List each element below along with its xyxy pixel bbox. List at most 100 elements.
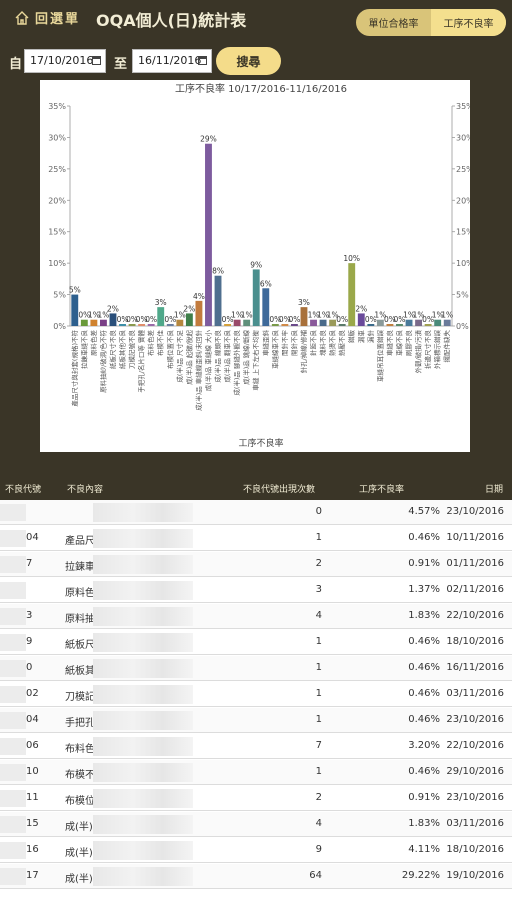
bar-data-label: 4% <box>193 292 205 301</box>
chart-title: 工序不良率 10/17/2016-11/16/2016 <box>175 82 347 95</box>
category-label: 原料色差 <box>89 330 98 357</box>
table-row[interactable]: 11 布模位 2 0.91% 23/10/2016 <box>0 786 512 811</box>
bar-data-label: 1% <box>374 311 386 320</box>
bar-data-label: 1% <box>432 311 444 320</box>
category-label: 針距不良 <box>309 330 318 357</box>
category-label: 錯版 <box>347 330 356 344</box>
y-tick-label-left: 20% <box>48 196 66 205</box>
occurrence-count: 1 <box>315 662 322 673</box>
redacted-area <box>93 633 193 652</box>
redacted-area <box>0 738 26 755</box>
record-date: 03/11/2016 <box>446 818 504 829</box>
defect-code: 15 <box>26 818 39 829</box>
occurrence-count: 4 <box>315 610 322 621</box>
table-row[interactable]: 9 紙板尺 1 0.46% 18/10/2016 <box>0 630 512 655</box>
table-row[interactable]: 02 刀模記 1 0.46% 03/11/2016 <box>0 682 512 707</box>
bar-data-label: 1% <box>403 311 415 320</box>
occurrence-count: 64 <box>309 870 322 881</box>
category-label: 產品尺寸與封套(規格)不符 <box>70 330 79 407</box>
redacted-area <box>93 685 193 704</box>
category-label: 熱壓不良 <box>337 330 346 357</box>
redacted-area <box>93 815 193 834</box>
defect-table: 0 4.57% 23/10/2016 04 產品尺 1 0.46% 10/11/2016 7 拉鍊… <box>0 500 512 900</box>
redacted-area <box>0 556 26 573</box>
record-date: 16/11/2016 <box>446 662 504 673</box>
defect-description: 成(半)品 <box>65 874 103 885</box>
record-date: 02/11/2016 <box>446 584 504 595</box>
defect-description: 布模不 <box>65 770 95 781</box>
bar <box>185 313 193 326</box>
table-row[interactable]: 16 成(半)品 9 4.11% 18/10/2016 <box>0 838 512 863</box>
defect-description: 成(半)品 <box>65 822 103 833</box>
defect-rate: 0.46% <box>408 532 440 543</box>
y-tick-label-right: 5% <box>456 291 469 300</box>
defect-rate: 0.46% <box>408 636 440 647</box>
to-date-input[interactable]: 16/11/2016 <box>132 49 212 73</box>
category-label: 車線不良 <box>394 330 403 357</box>
category-label: 布料色差 <box>146 330 155 357</box>
bar-data-label: 10% <box>343 254 360 263</box>
search-button[interactable]: 搜尋 <box>216 47 281 75</box>
redacted-area <box>0 660 26 677</box>
bar <box>157 307 165 326</box>
category-label: 漏車 <box>356 330 365 344</box>
category-label: 針孔/掉線/修補 <box>299 330 308 374</box>
bar <box>386 324 394 326</box>
x-axis-label: 工序不良率 <box>238 437 283 449</box>
page-title: OQA個人(日)統計表 <box>96 11 247 30</box>
defect-rate: 4.11% <box>408 844 440 855</box>
bar-data-label: 1% <box>413 311 425 320</box>
bar <box>90 319 98 326</box>
bar <box>205 143 212 326</box>
table-row[interactable]: 原料色 3 1.37% 02/11/2016 <box>0 578 512 603</box>
from-date-input[interactable]: 17/10/2016 <box>24 49 106 73</box>
table-row[interactable]: 06 布料色 7 3.20% 22/10/2016 <box>0 734 512 759</box>
redacted-area <box>93 581 193 600</box>
bar <box>80 319 88 326</box>
category-label: 原料抽紗/破洞/色不符 <box>98 330 107 393</box>
bar-data-label: 1% <box>241 311 253 320</box>
category-label: 熱燙不良 <box>328 330 337 357</box>
bar-data-label: 0% <box>422 315 434 324</box>
table-row[interactable]: 0 紙板其 1 0.46% 16/11/2016 <box>0 656 512 681</box>
redacted-area <box>0 790 26 807</box>
table-row[interactable]: 04 產品尺 1 0.46% 10/11/2016 <box>0 526 512 551</box>
defect-description: 紙板尺 <box>65 640 95 651</box>
record-date: 01/11/2016 <box>446 558 504 569</box>
redacted-area <box>0 608 26 625</box>
category-label: 成(半)品 車縫線 大小 <box>203 330 212 392</box>
bar-data-label: 3% <box>298 298 310 307</box>
calendar-icon[interactable] <box>92 56 101 65</box>
redacted-area <box>93 555 193 574</box>
defect-rate: 1.83% <box>408 610 440 621</box>
defect-code: 02 <box>26 688 39 699</box>
bar <box>109 313 117 326</box>
table-row[interactable]: 0 4.57% 23/10/2016 <box>0 500 512 525</box>
bar-data-label: 0% <box>145 315 157 324</box>
bar <box>348 263 356 326</box>
redacted-area <box>0 816 26 833</box>
defect-rate: 0.91% <box>408 558 440 569</box>
table-row[interactable]: 04 手把孔 1 0.46% 23/10/2016 <box>0 708 512 733</box>
category-label: 車縫歪斜 <box>261 330 270 357</box>
col-header-rate: 工序不良率 <box>359 485 405 495</box>
tab-process-defect-rate[interactable]: 工序不良率 <box>431 9 506 36</box>
occurrence-count: 2 <box>315 792 322 803</box>
redacted-area <box>93 763 193 782</box>
calendar-icon[interactable] <box>198 56 207 65</box>
table-row[interactable]: 10 布模不 1 0.46% 29/10/2016 <box>0 760 512 785</box>
defect-description: 拉鍊車 <box>65 562 95 573</box>
bar-data-label: 0% <box>164 315 176 324</box>
redacted-area <box>93 659 193 678</box>
bar-data-label: 0% <box>279 315 291 324</box>
tab-unit-pass-rate[interactable]: 單位合格率 <box>368 19 419 30</box>
table-row[interactable]: 3 原料抽 4 1.83% 22/10/2016 <box>0 604 512 629</box>
category-label: 手把孔/名片口等 實體 <box>137 330 146 393</box>
table-row[interactable]: 17 成(半)品 64 29.22% 19/10/2016 <box>0 864 512 889</box>
home-menu-button[interactable]: 回選單 <box>14 8 80 27</box>
table-header: 不良代號 不良內容 不良代號出現次數 工序不良率 日期 <box>0 478 512 500</box>
bar-data-label: 1% <box>88 311 100 320</box>
table-row[interactable]: 7 拉鍊車 2 0.91% 01/11/2016 <box>0 552 512 577</box>
defect-code: 10 <box>26 766 39 777</box>
table-row[interactable]: 15 成(半)品 4 1.83% 03/11/2016 <box>0 812 512 837</box>
